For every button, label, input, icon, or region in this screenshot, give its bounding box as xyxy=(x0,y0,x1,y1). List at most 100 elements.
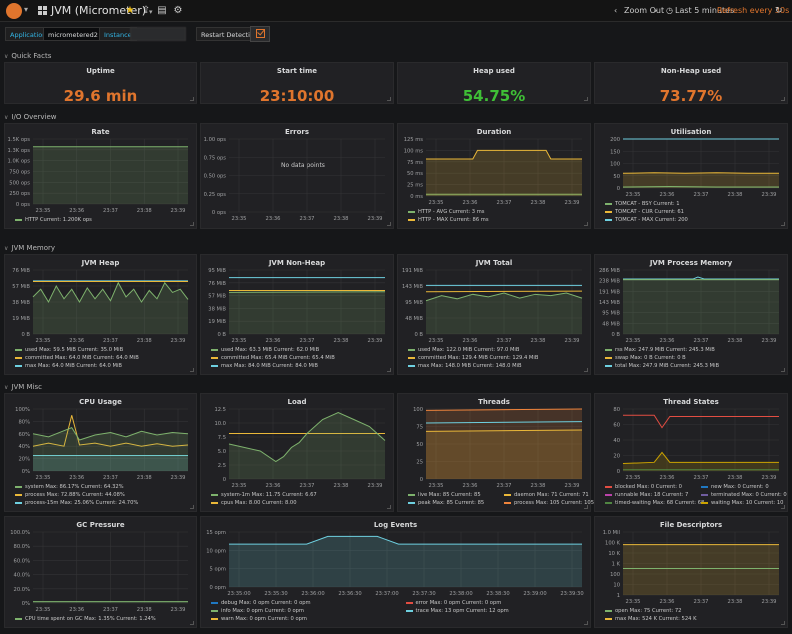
panel-title[interactable]: JVM Process Memory xyxy=(649,259,733,267)
panel-title[interactable]: JVM Heap xyxy=(81,259,120,267)
legend-item[interactable]: daemon Max: 71 Current: 71 xyxy=(504,491,589,499)
legend-item[interactable]: max Max: 64.0 MiB Current: 64.0 MiB xyxy=(15,362,122,370)
panel-title[interactable]: Log Events xyxy=(373,521,418,529)
graph-canvas[interactable]: 12.5 10.0 7.5 5.0 2.5 0 23:35 23:36 23:37 23:38 23… xyxy=(201,394,393,511)
panel-title[interactable]: Threads xyxy=(478,398,510,406)
legend-item[interactable]: TOMCAT - MAX Current: 200 xyxy=(605,216,688,224)
graph-canvas[interactable]: 100.0% 80.0% 60.0% 40.0% 20.0% 0% 23:35 23:36 23… xyxy=(5,517,196,627)
legend-item[interactable]: timed-waiting Max: 68 Current: 68 xyxy=(605,499,704,507)
zoom-out-button[interactable]: Zoom Out xyxy=(624,6,665,15)
panel-title[interactable]: Uptime xyxy=(86,67,115,75)
refresh-interval[interactable]: Refresh every 30s xyxy=(717,6,790,15)
legend-item[interactable]: swap Max: 0 B Current: 0 B xyxy=(605,354,686,362)
graph-canvas[interactable]: 76 MiB 57 MiB 38 MiB 19 MiB 0 B 23:35 23:36 23:… xyxy=(5,255,196,374)
legend-item[interactable]: trace Max: 13 opm Current: 12 opm xyxy=(405,607,509,615)
panel-title[interactable]: File Descriptors xyxy=(659,521,723,529)
legend-item[interactable]: used Max: 122.0 MiB Current: 97.0 MiB xyxy=(408,346,519,354)
graph-canvas[interactable]: 100% 80% 60% 40% 20% 0% 23:35 23:36 23:37 23:38 23… xyxy=(5,394,196,511)
panel-title[interactable]: GC Pressure xyxy=(76,521,125,529)
dashboard-title[interactable]: JVM (Micrometer) ▾ xyxy=(51,4,153,17)
resize-handle[interactable] xyxy=(781,368,785,372)
graph-canvas[interactable]: 1.5K ops 1.3K ops 1.0K ops 750 ops 500 ops 25… xyxy=(5,124,196,228)
resize-handle[interactable] xyxy=(781,97,785,101)
caret-down-icon[interactable]: ▾ xyxy=(24,5,29,14)
legend-item[interactable]: total Max: 247.9 MiB Current: 245.3 MiB xyxy=(605,362,719,370)
graph-canvas[interactable]: 100 75 50 25 0 23:35 23:36 23:37 23:38 23:39 xyxy=(398,394,590,511)
refresh-icon[interactable]: ↻ xyxy=(775,6,783,16)
grafana-logo-icon[interactable] xyxy=(6,3,22,19)
time-range-picker[interactable]: Last 5 minutes xyxy=(675,6,735,15)
panel-title[interactable]: Thread States xyxy=(663,398,719,406)
legend-item[interactable]: TOMCAT - BSY Current: 1 xyxy=(605,200,680,208)
legend-item[interactable]: rss Max: 247.9 MiB Current: 245.3 MiB xyxy=(605,346,715,354)
settings-gear-icon[interactable]: ⚙ xyxy=(173,5,183,16)
legend-item[interactable]: error Max: 0 opm Current: 0 opm xyxy=(405,599,501,607)
star-icon[interactable]: ★ xyxy=(125,5,135,16)
resize-handle[interactable] xyxy=(190,621,194,625)
panel-title[interactable]: Start time xyxy=(276,67,318,75)
resize-handle[interactable] xyxy=(584,222,588,226)
row-quick-facts[interactable]: ∨ Quick Facts xyxy=(4,52,52,60)
graph-canvas[interactable]: 125 ms 100 ms 75 ms 50 ms 25 ms 0 ms 23:35 23:3… xyxy=(398,124,590,228)
legend-item[interactable]: process Max: 105 Current: 105 xyxy=(504,499,594,507)
legend-item[interactable]: system Max: 86.17% Current: 64.32% xyxy=(15,483,124,491)
legend-item[interactable]: committed Max: 64.0 MiB Current: 64.0 Mi… xyxy=(15,354,139,362)
panel-title[interactable]: Rate xyxy=(91,128,110,136)
legend-item[interactable]: max Max: 84.0 MiB Current: 84.0 MiB xyxy=(211,362,318,370)
graph-canvas[interactable]: 1.0 Mil 100 K 10 K 1 K 100 10 1 23:35 23:36 23:37… xyxy=(595,517,787,627)
resize-handle[interactable] xyxy=(584,368,588,372)
legend-item[interactable]: HTTP - MAX Current: 86 ms xyxy=(408,216,489,224)
resize-handle[interactable] xyxy=(584,505,588,509)
resize-handle[interactable] xyxy=(387,505,391,509)
resize-handle[interactable] xyxy=(190,505,194,509)
graph-canvas[interactable]: 95 MiB 76 MiB 57 MiB 38 MiB 19 MiB 0 B 23:35 23… xyxy=(201,255,393,374)
legend-item[interactable]: open Max: 75 Current: 72 xyxy=(605,607,681,615)
graph-canvas[interactable]: 200 150 100 50 0 23:35 23:36 23:37 23:38 23:39 xyxy=(595,124,787,228)
legend-item[interactable]: used Max: 59.5 MiB Current: 35.0 MiB xyxy=(15,346,123,354)
legend-item[interactable]: max Max: 524 K Current: 524 K xyxy=(605,615,697,623)
panel-title[interactable]: Duration xyxy=(476,128,512,136)
panel-title[interactable]: Errors xyxy=(284,128,310,136)
resize-handle[interactable] xyxy=(190,97,194,101)
legend-item[interactable]: max Max: 148.0 MiB Current: 148.0 MiB xyxy=(408,362,522,370)
panel-title[interactable]: Heap used xyxy=(473,67,515,75)
legend-item[interactable]: cpus Max: 8.00 Current: 8.00 xyxy=(211,499,297,507)
legend-item[interactable]: committed Max: 129.4 MiB Current: 129.4 … xyxy=(408,354,538,362)
resize-handle[interactable] xyxy=(584,97,588,101)
row-io-overview[interactable]: ∨ I/O Overview xyxy=(4,113,57,121)
panel-title[interactable]: Load xyxy=(287,398,307,406)
legend-item[interactable]: CPU time spent on GC Max: 1.35% Current:… xyxy=(15,615,156,623)
panel-title[interactable]: Non-Heap used xyxy=(660,67,722,75)
legend-item[interactable]: HTTP Current: 1.200K ops xyxy=(15,216,92,224)
graph-canvas[interactable]: 80 60 40 20 0 23:35 23:36 23:37 23:38 23:39 xyxy=(595,394,787,511)
legend-item[interactable]: runnable Max: 18 Current: 7 xyxy=(605,491,688,499)
legend-item[interactable]: HTTP - AVG Current: 3 ms xyxy=(408,208,484,216)
resize-handle[interactable] xyxy=(387,97,391,101)
resize-handle[interactable] xyxy=(190,222,194,226)
instance-var-select[interactable] xyxy=(130,27,186,41)
resize-handle[interactable] xyxy=(190,368,194,372)
resize-handle[interactable] xyxy=(584,621,588,625)
legend-item[interactable]: info Max: 0 opm Current: 0 opm xyxy=(211,607,304,615)
legend-item[interactable]: terminated Max: 0 Current: 0 xyxy=(701,491,787,499)
legend-item[interactable]: warn Max: 0 opm Current: 0 opm xyxy=(211,615,307,623)
panel-title[interactable]: JVM Non-Heap xyxy=(268,259,326,267)
legend-item[interactable]: used Max: 63.3 MiB Current: 62.0 MiB xyxy=(211,346,319,354)
resize-handle[interactable] xyxy=(387,222,391,226)
legend-item[interactable]: new Max: 0 Current: 0 xyxy=(701,483,769,491)
legend-item[interactable]: process Max: 72.88% Current: 44.08% xyxy=(15,491,125,499)
chevron-left-icon[interactable]: ‹ xyxy=(614,6,618,15)
save-icon[interactable]: ▤ xyxy=(157,5,167,16)
legend-item[interactable]: TOMCAT - CUR Current: 61 xyxy=(605,208,684,216)
row-jvm-misc[interactable]: ∨ JVM Misc xyxy=(4,383,43,391)
legend-item[interactable]: committed Max: 65.4 MiB Current: 65.4 Mi… xyxy=(211,354,335,362)
resize-handle[interactable] xyxy=(387,368,391,372)
graph-canvas[interactable]: 191 MiB 143 MiB 95 MiB 48 MiB 0 B 23:35 23:36 2… xyxy=(398,255,590,374)
panel-title[interactable]: CPU Usage xyxy=(79,398,122,406)
resize-handle[interactable] xyxy=(781,621,785,625)
restart-detection-checkbox[interactable] xyxy=(250,26,270,42)
legend-item[interactable]: waiting Max: 10 Current: 10 xyxy=(701,499,783,507)
chevron-right-icon[interactable]: › xyxy=(654,6,658,15)
row-jvm-memory[interactable]: ∨ JVM Memory xyxy=(4,244,55,252)
